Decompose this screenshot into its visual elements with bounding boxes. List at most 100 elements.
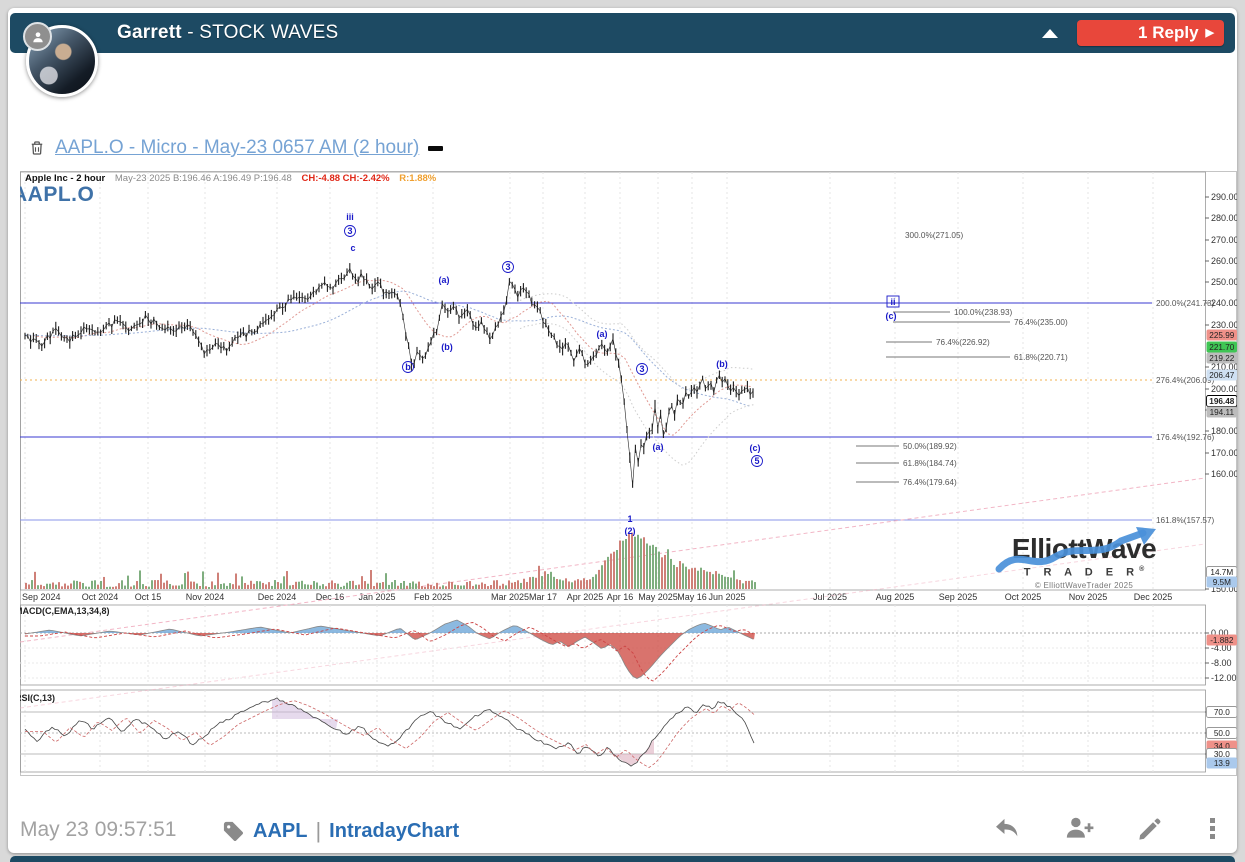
svg-text:(c): (c) — [886, 311, 897, 321]
tag-link-aapl[interactable]: AAPL — [253, 819, 308, 842]
chart-title-link[interactable]: AAPL.O - Micro - May-23 0657 AM (2 hour) — [55, 137, 420, 158]
svg-text:MACD(C,EMA,13,34,8): MACD(C,EMA,13,34,8) — [20, 606, 110, 616]
chart-change-info: CH:-4.88 CH:-2.42% — [301, 173, 390, 184]
svg-text:Apr 16: Apr 16 — [607, 592, 634, 602]
svg-text:196.48: 196.48 — [1209, 397, 1234, 406]
avatar[interactable] — [23, 22, 98, 97]
svg-text:176.4%(192.76): 176.4%(192.76) — [1156, 433, 1215, 442]
stock-chart: Apple Inc - 2 hour May-23 2025 B:196.46 … — [20, 170, 1237, 777]
svg-text:Dec 2024: Dec 2024 — [258, 592, 297, 602]
author-room: - STOCK WAVES — [181, 22, 339, 43]
svg-text:Jul 2025: Jul 2025 — [813, 592, 847, 602]
svg-text:225.99: 225.99 — [1209, 331, 1234, 340]
trash-icon[interactable] — [28, 139, 46, 157]
svg-text:(b): (b) — [716, 359, 728, 369]
svg-text:76.4%(179.64): 76.4%(179.64) — [903, 478, 957, 487]
svg-text:194.11: 194.11 — [1210, 408, 1235, 417]
svg-text:200.0%(241.73): 200.0%(241.73) — [1156, 299, 1215, 308]
svg-text:0.00: 0.00 — [1211, 628, 1229, 638]
svg-text:180.00: 180.00 — [1211, 426, 1237, 436]
svg-text:(b): (b) — [441, 342, 453, 352]
svg-text:Dec 2025: Dec 2025 — [1134, 592, 1173, 602]
svg-text:Nov 2025: Nov 2025 — [1069, 592, 1108, 602]
post-timestamp: May 23 09:57:51 — [20, 818, 177, 841]
reply-arrow-icon: ▶ — [1205, 26, 1214, 39]
tag-link-intradaychart[interactable]: IntradayChart — [329, 819, 460, 842]
svg-text:61.8%(220.71): 61.8%(220.71) — [1014, 353, 1068, 362]
svg-text:206.47: 206.47 — [1209, 371, 1234, 380]
svg-text:290.00: 290.00 — [1211, 192, 1237, 202]
svg-text:May 2025: May 2025 — [638, 592, 678, 602]
svg-text:276.4%(206.09): 276.4%(206.09) — [1156, 376, 1215, 385]
svg-text:Sep 2024: Sep 2024 — [22, 592, 61, 602]
svg-text:b: b — [405, 362, 411, 372]
svg-text:280.00: 280.00 — [1211, 213, 1237, 223]
svg-text:iii: iii — [346, 212, 354, 222]
reply-action-icon[interactable] — [992, 814, 1023, 843]
svg-text:May 16: May 16 — [677, 592, 707, 602]
elliottwave-logo: ElliottWave T R A D E R® © ElliottWaveTr… — [995, 527, 1173, 590]
svg-text:100.0%(238.93): 100.0%(238.93) — [954, 308, 1013, 317]
svg-text:(c): (c) — [750, 443, 761, 453]
svg-text:161.8%(157.57): 161.8%(157.57) — [1156, 516, 1215, 525]
next-post-header-peek[interactable] — [10, 856, 1235, 862]
svg-text:76.4%(226.92): 76.4%(226.92) — [936, 338, 990, 347]
svg-text:Jan 2025: Jan 2025 — [358, 592, 395, 602]
svg-text:Aug 2025: Aug 2025 — [876, 592, 915, 602]
tag-icon — [222, 820, 245, 843]
svg-text:Oct 2024: Oct 2024 — [82, 592, 119, 602]
author-name: Garrett — [117, 22, 182, 43]
svg-text:250.00: 250.00 — [1211, 277, 1237, 287]
svg-text:30.0: 30.0 — [1214, 750, 1230, 759]
svg-text:221.70: 221.70 — [1209, 343, 1234, 352]
svg-text:-4.00: -4.00 — [1211, 643, 1232, 653]
svg-text:3: 3 — [505, 262, 510, 272]
svg-text:-1.882: -1.882 — [1210, 636, 1234, 645]
svg-text:3: 3 — [347, 226, 352, 236]
svg-text:Sep 2025: Sep 2025 — [939, 592, 978, 602]
edit-pencil-icon[interactable] — [1136, 815, 1164, 843]
svg-text:Oct 2025: Oct 2025 — [1005, 592, 1042, 602]
svg-text:Oct 15: Oct 15 — [135, 592, 162, 602]
reply-button[interactable]: 1 Reply ▶ — [1077, 20, 1224, 46]
svg-text:ii: ii — [890, 297, 895, 307]
svg-text:219.22: 219.22 — [1209, 354, 1234, 363]
svg-text:-8.00: -8.00 — [1211, 658, 1232, 668]
svg-text:(a): (a) — [653, 442, 664, 452]
logo-trader-label: T R A D E R® — [1023, 566, 1145, 579]
svg-text:(a): (a) — [597, 329, 608, 339]
svg-text:76.4%(235.00): 76.4%(235.00) — [1014, 318, 1068, 327]
svg-text:Mar 17: Mar 17 — [529, 592, 557, 602]
chart-quote-header: Apple Inc - 2 hour May-23 2025 B:196.46 … — [25, 173, 436, 184]
svg-text:230.00: 230.00 — [1211, 320, 1237, 330]
svg-text:5: 5 — [754, 456, 759, 466]
post-author-title: Garrett - STOCK WAVES — [117, 13, 338, 53]
chart-quote-info: May-23 2025 B:196.46 A:196.49 P:196.48 — [114, 173, 292, 184]
tag-separator: | — [315, 818, 322, 843]
post-header-bar: Garrett - STOCK WAVES 1 Reply ▶ — [10, 13, 1235, 53]
svg-text:-12.00: -12.00 — [1211, 673, 1237, 683]
more-options-icon[interactable] — [1204, 816, 1221, 841]
add-person-icon[interactable] — [1063, 814, 1096, 843]
svg-text:c: c — [350, 243, 355, 253]
svg-text:Feb 2025: Feb 2025 — [414, 592, 452, 602]
svg-text:240.00: 240.00 — [1211, 298, 1237, 308]
svg-text:210.00: 210.00 — [1211, 362, 1237, 372]
collapse-post-icon[interactable] — [1042, 29, 1058, 38]
logo-copyright: © ElliottWaveTrader 2025 — [1034, 580, 1134, 590]
chart-instrument-name: Apple Inc - 2 hour — [25, 173, 106, 184]
svg-text:160.00: 160.00 — [1211, 469, 1237, 479]
svg-text:Dec 16: Dec 16 — [316, 592, 345, 602]
chart-symbol-label: AAPL.O — [20, 183, 95, 206]
svg-text:300.0%(271.05): 300.0%(271.05) — [905, 231, 964, 240]
svg-text:(2): (2) — [625, 526, 636, 536]
svg-text:RSI(C,13): RSI(C,13) — [20, 693, 55, 703]
collapse-chart-dash-icon[interactable] — [428, 145, 444, 151]
person-badge-icon — [23, 22, 52, 51]
svg-text:70.0: 70.0 — [1214, 708, 1230, 717]
svg-text:50.0: 50.0 — [1214, 729, 1230, 738]
post-tags: AAPL | IntradayChart — [222, 818, 459, 844]
logo-wave-icon — [995, 527, 1156, 573]
svg-text:9.5M: 9.5M — [1213, 578, 1231, 587]
svg-text:61.8%(184.74): 61.8%(184.74) — [903, 459, 957, 468]
